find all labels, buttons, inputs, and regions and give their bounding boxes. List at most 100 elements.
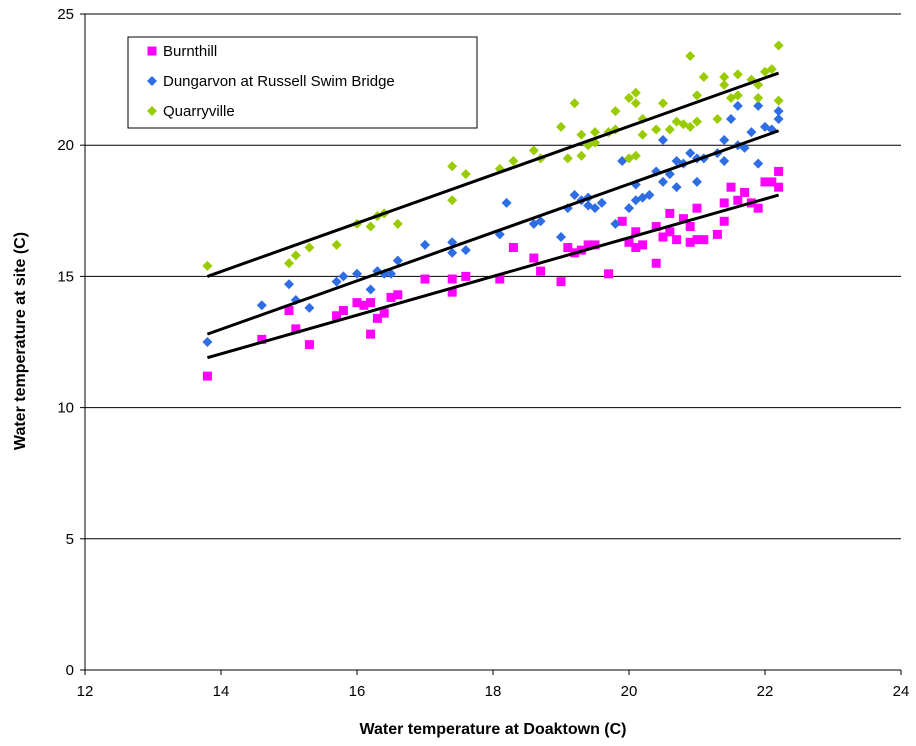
data-point bbox=[692, 90, 702, 101]
legend-marker-2 bbox=[147, 76, 157, 86]
trendline-3 bbox=[206, 71, 780, 278]
data-point bbox=[692, 235, 702, 245]
y-tick-label-5: 25 bbox=[57, 6, 74, 23]
data-point bbox=[590, 240, 600, 250]
data-point bbox=[563, 243, 573, 253]
data-point bbox=[617, 216, 627, 226]
data-point bbox=[685, 121, 696, 132]
data-point bbox=[637, 129, 648, 140]
data-point bbox=[753, 92, 764, 103]
data-point bbox=[372, 313, 382, 323]
x-tick-label-0: 12 bbox=[77, 683, 94, 700]
data-point bbox=[753, 158, 764, 169]
data-point bbox=[202, 260, 213, 271]
data-point bbox=[569, 190, 580, 201]
data-point bbox=[366, 298, 376, 308]
data-point bbox=[529, 253, 539, 263]
data-point bbox=[202, 371, 212, 381]
x-tick-label-6: 24 bbox=[893, 683, 910, 700]
data-point bbox=[773, 40, 784, 51]
data-point bbox=[719, 79, 730, 90]
data-point bbox=[393, 290, 403, 300]
data-point bbox=[379, 308, 389, 318]
data-point bbox=[366, 329, 376, 339]
data-point bbox=[461, 271, 471, 281]
data-point bbox=[712, 113, 723, 124]
data-point bbox=[284, 258, 294, 269]
data-point bbox=[732, 100, 743, 111]
data-point bbox=[740, 187, 750, 197]
x-tick-label-3: 18 bbox=[485, 683, 502, 700]
y-axis-ticks: 0 5 10 15 20 25 bbox=[57, 6, 85, 679]
legend-label-3: Quarryville bbox=[163, 103, 235, 120]
data-point bbox=[638, 240, 648, 250]
data-point bbox=[604, 269, 614, 279]
data-point bbox=[495, 274, 505, 284]
data-point bbox=[671, 182, 682, 193]
data-point bbox=[610, 106, 621, 117]
data-point bbox=[726, 182, 736, 192]
data-point bbox=[569, 98, 580, 109]
data-point bbox=[664, 124, 675, 135]
data-point bbox=[692, 176, 702, 187]
data-point bbox=[583, 240, 593, 250]
data-point bbox=[596, 197, 607, 208]
data-point bbox=[359, 300, 369, 310]
legend: Burnthill Dungarvon at Russell Swim Bridg… bbox=[127, 36, 478, 129]
data-point bbox=[284, 306, 294, 316]
data-point bbox=[732, 69, 743, 80]
y-tick-label-3: 15 bbox=[57, 268, 74, 285]
trendline-2 bbox=[206, 129, 780, 336]
data-point bbox=[386, 292, 396, 302]
y-tick-label-4: 20 bbox=[57, 137, 74, 154]
data-point bbox=[392, 255, 403, 266]
data-point bbox=[386, 268, 396, 279]
data-point bbox=[365, 284, 376, 295]
legend-label-1: Burnthill bbox=[163, 43, 217, 60]
data-point bbox=[508, 155, 519, 166]
data-point bbox=[651, 222, 661, 232]
data-point bbox=[447, 287, 457, 297]
data-point bbox=[732, 90, 743, 101]
data-point bbox=[773, 113, 784, 124]
data-point bbox=[719, 71, 730, 82]
data-point bbox=[631, 227, 641, 237]
data-point bbox=[733, 195, 743, 205]
data-point bbox=[766, 64, 777, 75]
data-point bbox=[630, 150, 641, 161]
data-point bbox=[562, 153, 573, 164]
data-point bbox=[753, 203, 763, 213]
data-point bbox=[501, 197, 512, 208]
legend-label-2: Dungarvon at Russell Swim Bridge bbox=[163, 73, 395, 90]
trendline-1 bbox=[206, 193, 780, 360]
data-point bbox=[774, 166, 784, 176]
data-point bbox=[556, 121, 566, 132]
data-point bbox=[508, 243, 518, 253]
data-point bbox=[365, 221, 376, 232]
data-point bbox=[692, 203, 702, 213]
data-point bbox=[712, 229, 722, 239]
data-point bbox=[447, 195, 458, 206]
data-point bbox=[536, 266, 546, 276]
data-point bbox=[692, 116, 702, 127]
x-tick-label-5: 22 bbox=[757, 683, 774, 700]
data-point bbox=[590, 203, 600, 214]
data-point bbox=[624, 237, 634, 247]
data-point bbox=[331, 239, 342, 250]
data-point bbox=[658, 134, 668, 145]
y-tick-label-0: 0 bbox=[66, 662, 74, 679]
data-point bbox=[630, 87, 641, 98]
data-point bbox=[447, 274, 457, 284]
data-point bbox=[658, 98, 668, 109]
data-point bbox=[631, 243, 641, 253]
data-point bbox=[202, 337, 213, 347]
data-point bbox=[624, 203, 634, 214]
data-point bbox=[774, 182, 784, 192]
data-point bbox=[685, 148, 696, 159]
data-point bbox=[535, 216, 546, 227]
data-point bbox=[630, 98, 641, 109]
data-point bbox=[338, 306, 348, 316]
data-point bbox=[284, 279, 294, 290]
data-point bbox=[685, 50, 696, 61]
data-point bbox=[256, 300, 267, 311]
